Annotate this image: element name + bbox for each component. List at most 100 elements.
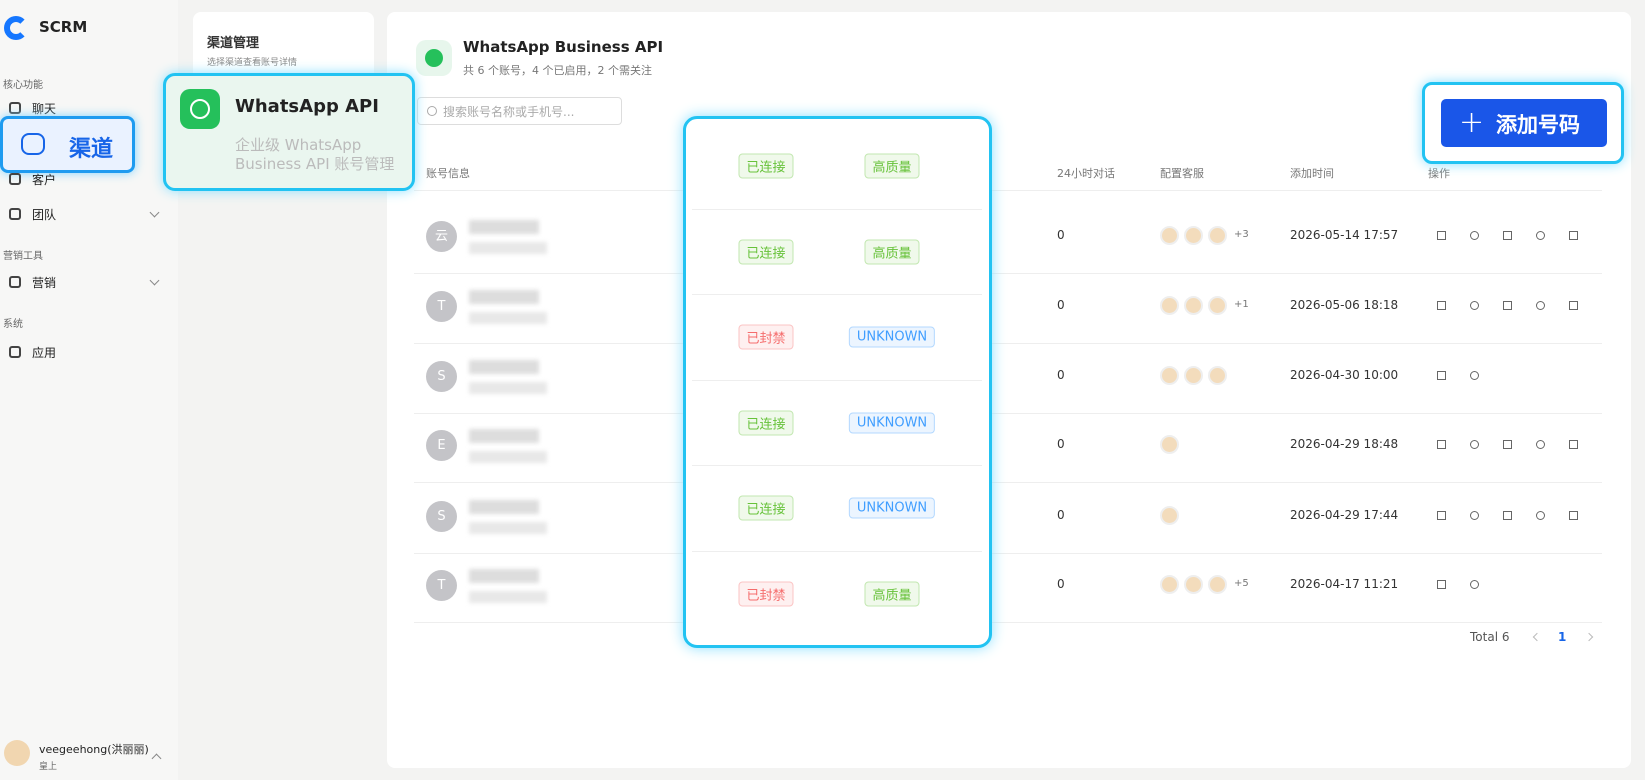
nav-item[interactable]: 应用 [32,346,57,360]
nav-item[interactable]: 聊天 [32,102,57,116]
action-icon[interactable] [1470,231,1479,240]
action-icon[interactable] [1437,511,1446,520]
row-line [414,343,1602,344]
action-icon[interactable] [1536,301,1545,310]
conversations: 0 [1057,228,1065,242]
user-name: veegeehong(洪丽丽) [39,743,149,756]
search-box[interactable]: 搜索账号名称或手机号... [417,97,622,125]
agent-avatar [1184,575,1203,594]
action-icon[interactable] [1470,440,1479,449]
row-avatar: 云 [426,221,457,252]
quality-tag: UNKNOWN [848,412,936,433]
section-title: 营销工具 [3,251,43,262]
nav-item[interactable]: 客户 [32,173,57,187]
blurred-phone [469,312,547,324]
agent-avatar [1208,366,1227,385]
action-icon[interactable] [1536,511,1545,520]
action-icon[interactable] [1536,440,1545,449]
status-tag: 已连接 [738,410,794,435]
column-header: 操作 [1428,167,1450,180]
blurred-phone [469,451,547,463]
section-title: 系统 [3,319,23,330]
agent-avatar [1184,366,1203,385]
callout-title: WhatsApp API [235,96,379,117]
wa-dot [425,49,443,67]
add-label: 添加号码 [1496,113,1580,137]
conversations: 0 [1057,577,1065,591]
added-time: 2026-05-06 18:18 [1290,298,1399,312]
blurred-phone [469,591,547,603]
user-role: 皇上 [39,762,58,772]
status-tag: 已连接 [738,495,794,521]
agent-avatar [1208,296,1227,315]
action-icon[interactable] [1437,440,1446,449]
row-avatar: S [426,361,457,392]
quality-tag: UNKNOWN [848,497,936,519]
header-bg [414,160,1602,190]
action-icon[interactable] [1470,580,1479,589]
row-avatar: T [426,291,457,322]
nav-item[interactable]: 团队 [32,208,57,222]
agent-avatar [1160,296,1179,315]
nav-item[interactable]: 营销 [32,276,57,290]
quality-tag: 高质量 [864,153,920,179]
action-icon[interactable] [1569,301,1578,310]
page-prev[interactable] [1532,632,1542,642]
action-icon[interactable] [1437,301,1446,310]
agent-avatar [1160,575,1179,594]
action-icon[interactable] [1470,301,1479,310]
agent-avatar [1208,226,1227,245]
main-card: WhatsApp Business API 共 6 个账号，4 个已启用，2 个需… [387,12,1631,768]
brand: SCRM [39,18,88,36]
plus-icon: + [1459,105,1485,140]
status-tag: 已封禁 [738,324,794,350]
action-icon[interactable] [1503,511,1512,520]
page-current[interactable]: 1 [1558,630,1567,644]
user-avatar [4,740,30,766]
action-icon[interactable] [1470,511,1479,520]
conversations: 0 [1057,368,1065,382]
action-icon[interactable] [1569,231,1578,240]
blurred-name [469,360,539,374]
nav-icon [9,102,21,114]
blurred-phone [469,242,547,254]
row-line [414,413,1602,414]
action-icon[interactable] [1503,301,1512,310]
column-header: 账号信息 [426,167,470,180]
action-icon[interactable] [1437,580,1446,589]
agent-avatar [1184,226,1203,245]
agent-avatar [1160,226,1179,245]
added-time: 2026-05-14 17:57 [1290,228,1399,242]
channel-panel: 渠道管理 选择渠道查看账号详情 [193,12,374,76]
action-icon[interactable] [1437,231,1446,240]
wa-big-dot [190,99,210,119]
panel-title: 渠道管理 [207,36,260,51]
added-time: 2026-04-30 10:00 [1290,368,1399,382]
channel-callout: 渠道 [0,116,135,173]
action-icon[interactable] [1536,231,1545,240]
add-button[interactable]: + 添加号码 [1441,99,1607,147]
page-next[interactable] [1584,632,1594,642]
blurred-name [469,290,539,304]
nav-item[interactable]: 渠道 [69,137,114,162]
overlay-divider [692,465,982,466]
agent-avatar [1160,506,1179,525]
action-icon[interactable] [1503,231,1512,240]
action-icon[interactable] [1470,371,1479,380]
action-icon[interactable] [1569,440,1578,449]
nav-icon [9,173,21,185]
action-icon[interactable] [1503,440,1512,449]
logo [4,16,28,40]
search-placeholder: 搜索账号名称或手机号... [443,105,575,119]
callout-description: 企业级 WhatsApp Business API 账号管理 [235,136,395,173]
more-agents: +3 [1234,229,1249,240]
row-line [414,622,1602,623]
blurred-name [469,569,539,583]
status-tag: 已连接 [738,153,794,179]
action-icon[interactable] [1569,511,1578,520]
action-icon[interactable] [1437,371,1446,380]
overlay-divider [692,379,982,381]
quality-tag: 高质量 [864,239,920,264]
section-title: 核心功能 [3,80,43,91]
